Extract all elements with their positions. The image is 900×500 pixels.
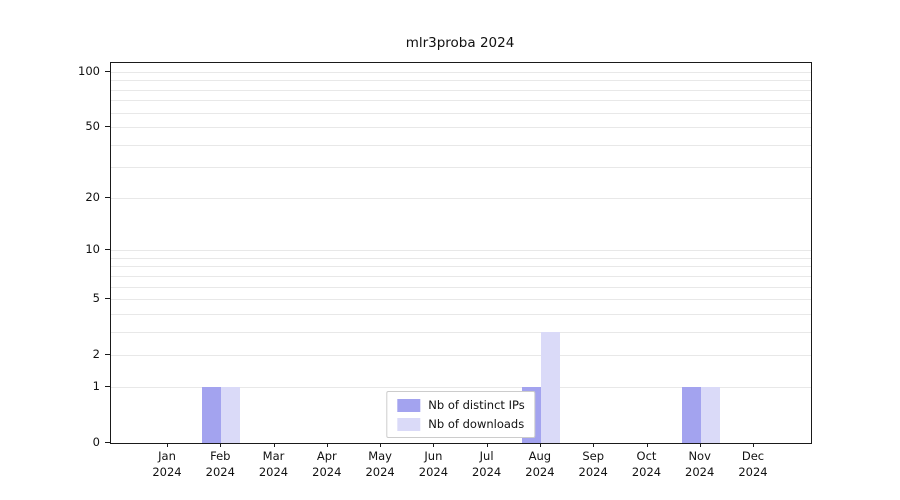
x-tick-label: Oct 2024 xyxy=(631,449,662,479)
x-tick-mark xyxy=(539,443,541,447)
y-tick-label: 20 xyxy=(85,190,100,205)
bar xyxy=(700,387,720,443)
gridline xyxy=(111,89,811,91)
gridline xyxy=(111,72,811,73)
x-tick-mark xyxy=(486,443,488,447)
x-tick-mark xyxy=(380,443,382,447)
x-tick-label: Jul 2024 xyxy=(471,449,502,479)
gridline xyxy=(111,112,811,114)
y-tick-label: 50 xyxy=(85,118,100,133)
x-tick-label: Jun 2024 xyxy=(418,449,449,479)
gridline xyxy=(111,331,811,333)
legend-label-downloads: Nb of downloads xyxy=(428,417,525,431)
x-tick-mark xyxy=(167,443,168,447)
legend-swatch-downloads xyxy=(397,417,421,431)
gridline xyxy=(111,144,811,146)
gridline xyxy=(111,167,811,168)
x-tick-label: Apr 2024 xyxy=(312,449,342,479)
gridline xyxy=(111,80,811,82)
y-tick-label: 0 xyxy=(92,435,100,449)
x-tick-label: Feb 2024 xyxy=(205,449,235,479)
gridline xyxy=(111,100,811,102)
legend-label-distinct-ips: Nb of distinct IPs xyxy=(428,398,525,412)
x-tick-label: May 2024 xyxy=(365,449,395,479)
gridline xyxy=(111,354,811,356)
bar xyxy=(540,331,560,443)
chart-title: mlr3proba 2024 xyxy=(405,35,515,51)
y-tick-label: 5 xyxy=(92,291,100,305)
x-tick-mark xyxy=(273,443,275,447)
gridline xyxy=(111,126,811,128)
y-tick-mark xyxy=(105,386,110,388)
gridline xyxy=(111,299,811,300)
x-tick-mark xyxy=(593,443,595,447)
gridline xyxy=(111,313,811,315)
x-tick-mark xyxy=(326,443,328,447)
y-tick-label: 1 xyxy=(92,379,100,394)
y-tick-label: 100 xyxy=(78,64,100,78)
gridline xyxy=(111,257,811,259)
gridline xyxy=(111,250,811,252)
y-tick-mark xyxy=(105,125,110,127)
y-tick-label: 2 xyxy=(92,346,100,361)
y-tick-mark xyxy=(105,442,110,443)
gridline xyxy=(111,286,811,288)
x-tick-mark xyxy=(753,443,754,447)
y-tick-label: 10 xyxy=(85,242,100,257)
gridline xyxy=(111,198,811,200)
gridline xyxy=(111,266,811,268)
y-tick-mark xyxy=(105,298,110,299)
legend-item-distinct-ips: Nb of distinct IPs xyxy=(397,398,525,412)
x-tick-label: Aug 2024 xyxy=(525,449,555,479)
x-tick-mark xyxy=(433,443,435,447)
y-tick-mark xyxy=(105,71,110,72)
x-tick-label: Dec 2024 xyxy=(738,449,768,479)
y-tick-mark xyxy=(105,353,110,355)
x-tick-label: Nov 2024 xyxy=(685,449,715,479)
x-tick-label: Mar 2024 xyxy=(258,449,289,479)
gridline xyxy=(111,275,811,277)
legend-item-downloads: Nb of downloads xyxy=(397,417,524,431)
x-tick-mark xyxy=(220,443,222,447)
plot-area: Nb of distinct IPs Nb of downloads xyxy=(110,62,812,444)
legend-swatch-distinct-ips xyxy=(397,398,421,412)
x-tick-mark xyxy=(699,443,701,447)
bar xyxy=(221,387,241,443)
x-tick-label: Jan 2024 xyxy=(152,449,182,479)
bar xyxy=(681,387,701,443)
x-tick-mark xyxy=(646,443,648,447)
gridline xyxy=(111,387,811,389)
y-tick-mark xyxy=(105,249,110,251)
y-tick-mark xyxy=(105,197,110,199)
legend: Nb of distinct IPs Nb of downloads xyxy=(386,391,536,438)
x-tick-label: Sep 2024 xyxy=(578,449,608,479)
bar xyxy=(202,387,222,443)
